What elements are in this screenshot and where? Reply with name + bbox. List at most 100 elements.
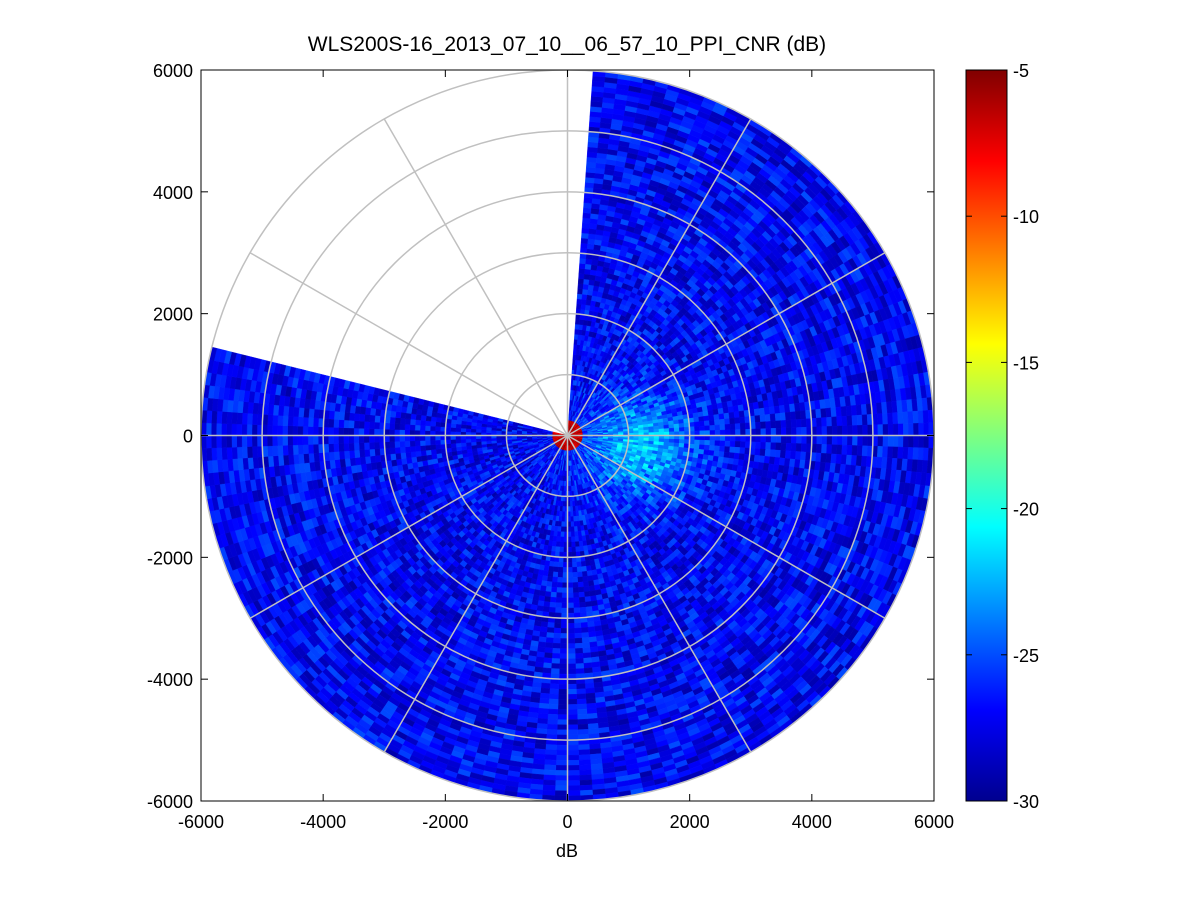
cnr-cell xyxy=(714,429,721,436)
cnr-cell xyxy=(820,408,827,419)
cnr-cell xyxy=(697,411,704,418)
cnr-cell xyxy=(709,435,716,441)
cnr-cell xyxy=(709,430,716,436)
cnr-cell xyxy=(842,425,848,436)
cnr-cell xyxy=(739,416,746,424)
cnr-cell xyxy=(917,410,924,424)
cnr-cell xyxy=(578,273,585,280)
cnr-cell xyxy=(581,293,588,300)
cnr-cell xyxy=(728,452,735,460)
cnr-cell xyxy=(907,447,914,460)
cnr-cell xyxy=(668,427,675,433)
cnr-cell xyxy=(679,427,685,432)
cnr-cell xyxy=(917,447,924,461)
cnr-cell xyxy=(765,428,772,436)
cnr-cell xyxy=(902,411,909,425)
cnr-cell xyxy=(583,278,590,285)
cnr-cell xyxy=(779,412,787,421)
cnr-cell xyxy=(774,449,781,459)
cnr-cell xyxy=(718,413,725,420)
cnr-cell xyxy=(709,440,716,446)
cnr-cell xyxy=(673,439,680,444)
cnr-cell xyxy=(775,435,782,444)
cnr-cell xyxy=(903,423,909,436)
cnr-cell xyxy=(678,419,685,425)
cnr-cell xyxy=(734,423,741,430)
cnr-cell xyxy=(847,435,853,446)
cnr-cell xyxy=(861,445,868,457)
cnr-cell xyxy=(826,426,833,436)
cnr-cell xyxy=(918,422,925,436)
cnr-cell xyxy=(584,268,592,275)
cnr-cell xyxy=(740,429,746,436)
cnr-cell xyxy=(713,450,720,457)
cnr-cell xyxy=(575,318,580,325)
cnr-cell xyxy=(581,232,590,239)
cnr-cell xyxy=(578,268,586,275)
cnr-cell xyxy=(733,411,740,419)
cnr-cell xyxy=(648,429,655,433)
cnr-cell xyxy=(577,278,585,285)
plot-area: -6000 -4000 -2000 0 2000 4000 6000 60004000200… xyxy=(147,61,954,832)
cnr-cell xyxy=(765,435,772,443)
cnr-cell xyxy=(648,426,655,431)
cnr-cell xyxy=(795,410,802,420)
cnr-cell xyxy=(760,421,767,429)
cnr-cell xyxy=(693,416,700,423)
cnr-cell xyxy=(724,440,731,448)
cnr-cell xyxy=(780,427,787,436)
cnr-cell xyxy=(862,424,869,436)
cnr-cell xyxy=(714,424,721,431)
cnr-cell xyxy=(836,444,843,455)
cnr-cell xyxy=(755,421,762,430)
cnr-cell xyxy=(795,418,802,428)
cnr-cell xyxy=(847,425,853,436)
cnr-cell xyxy=(584,263,592,270)
cnr-cell xyxy=(658,425,665,430)
cnr-cell xyxy=(583,273,591,280)
cnr-cell xyxy=(775,420,782,429)
cnr-cell xyxy=(897,435,904,448)
cnr-cell xyxy=(703,449,710,456)
cnr-cell xyxy=(852,435,858,446)
cnr-cell xyxy=(583,197,593,204)
cnr-cell xyxy=(694,426,700,432)
cnr-cell xyxy=(846,445,853,456)
cnr-cell xyxy=(708,414,715,421)
cnr-cell xyxy=(795,451,802,461)
cnr-cell xyxy=(923,422,930,436)
cnr-cell xyxy=(887,412,894,425)
cnr-cell xyxy=(724,429,731,436)
cnr-cell xyxy=(831,425,838,436)
cnr-cell xyxy=(775,427,782,436)
cnr-cell xyxy=(851,445,858,456)
cnr-cell xyxy=(857,425,863,436)
cnr-cell xyxy=(784,411,792,421)
cnr-cell xyxy=(653,428,660,433)
cnr-cell xyxy=(820,452,827,463)
cnr-cell xyxy=(582,288,589,295)
cnr-cell xyxy=(800,443,807,453)
cnr-cell xyxy=(658,438,665,443)
cnr-cell xyxy=(769,413,776,422)
cnr-cell xyxy=(831,416,838,427)
cnr-cell xyxy=(908,423,914,436)
cnr-cell xyxy=(582,283,589,290)
cnr-cell xyxy=(760,428,767,436)
cnr-cell xyxy=(821,444,828,454)
cnr-cell xyxy=(764,449,771,457)
cnr-cell xyxy=(913,435,919,448)
cnr-cell xyxy=(692,412,699,419)
cnr-cell xyxy=(714,419,721,426)
cnr-cell xyxy=(709,445,715,452)
cnr-cell xyxy=(699,439,706,446)
cnr-cell xyxy=(913,423,919,436)
cnr-cell xyxy=(729,423,736,431)
cnr-cell xyxy=(740,435,746,442)
cnr-cell xyxy=(800,410,807,420)
cnr-cell xyxy=(877,435,884,447)
cnr-cell xyxy=(653,438,660,443)
cnr-cell xyxy=(816,426,823,436)
cnr-cell xyxy=(724,423,731,431)
